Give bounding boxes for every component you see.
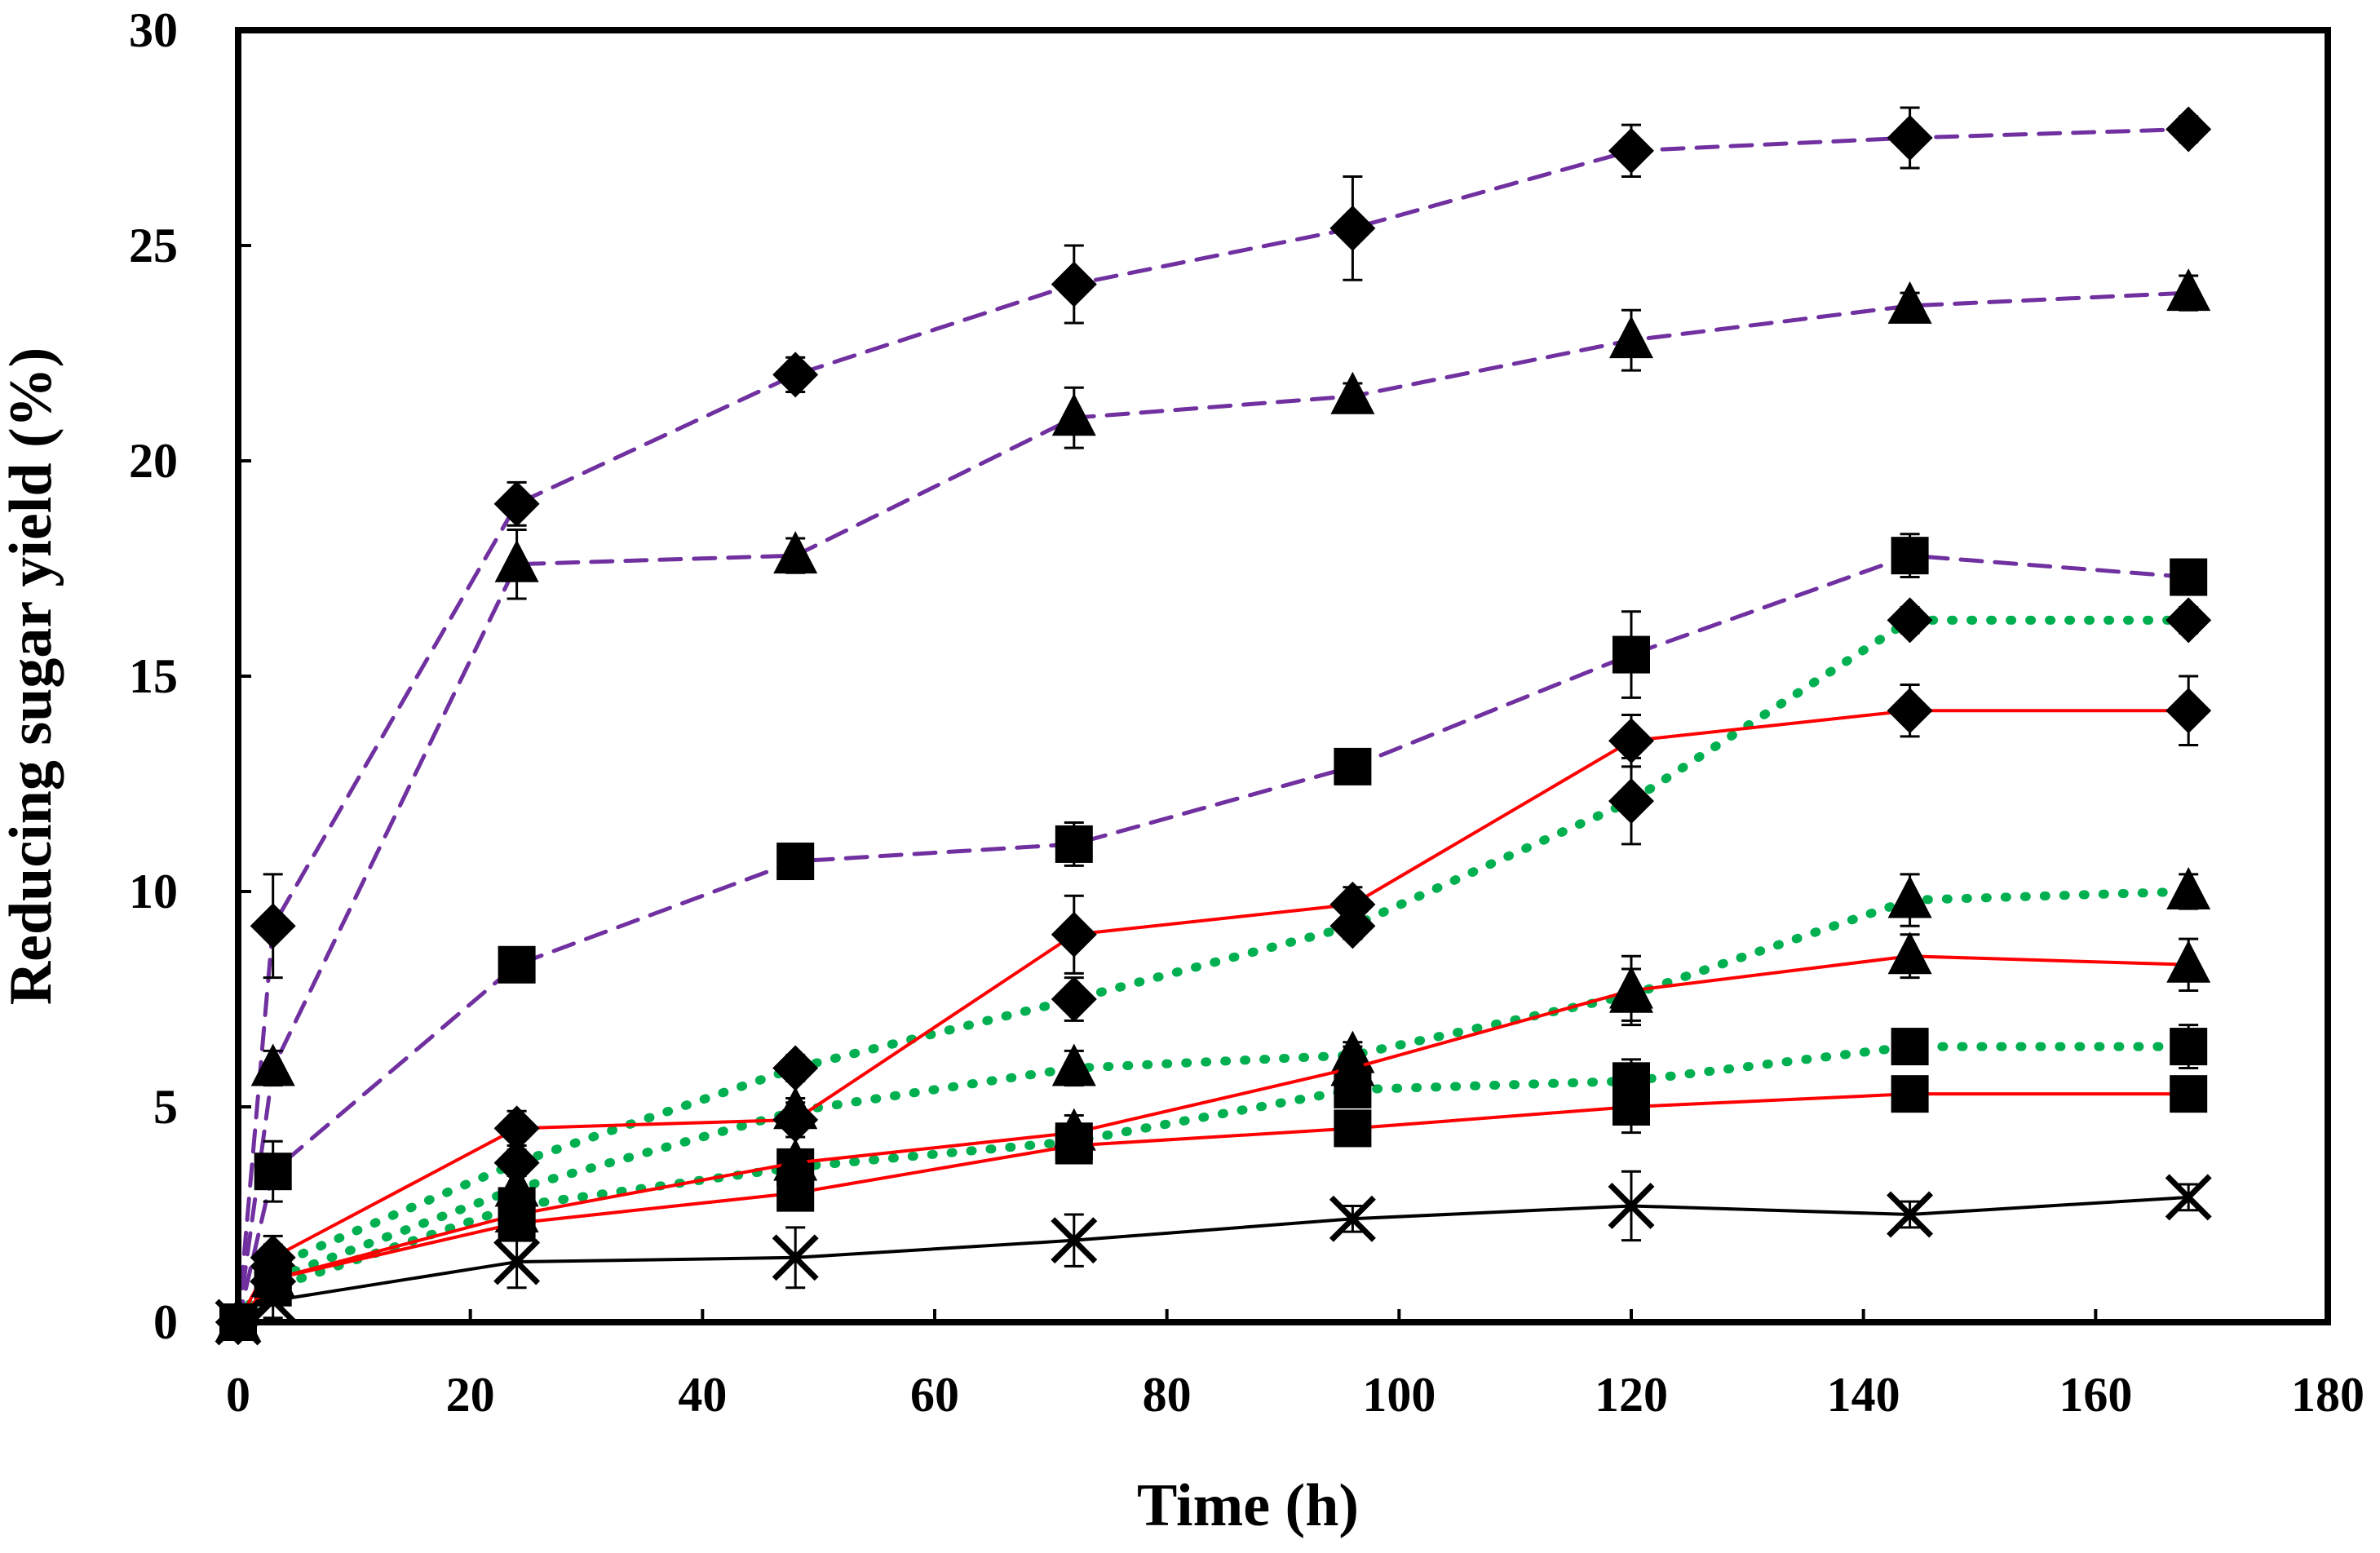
- x-axis-title: Time (h): [1137, 1472, 1359, 1539]
- x-tick-label: 100: [1362, 1368, 1436, 1422]
- x-tick-label: 80: [1143, 1368, 1192, 1422]
- diamond-marker: [1051, 911, 1097, 958]
- triangle-marker: [1887, 875, 1932, 918]
- series-line: [233, 615, 2193, 1327]
- diamond-marker: [772, 1045, 819, 1091]
- x-tick-label: 0: [226, 1368, 250, 1422]
- diamond-marker: [493, 1139, 540, 1186]
- square-marker: [1055, 1126, 1093, 1165]
- diamond-marker: [1329, 205, 1376, 251]
- triangle-marker: [1330, 1043, 1375, 1086]
- diamond-marker: [493, 480, 540, 527]
- triangle-marker: [1051, 393, 1096, 436]
- diamond-marker: [1608, 718, 1654, 764]
- diamond-marker: [1051, 976, 1097, 1022]
- triangle-marker: [1887, 281, 1932, 324]
- cross-marker: [1608, 1182, 1655, 1229]
- triangle-marker: [2166, 940, 2211, 983]
- diamond-marker: [1887, 597, 1933, 644]
- square-marker: [2170, 1028, 2208, 1066]
- square-marker: [776, 1174, 815, 1212]
- square-marker: [1891, 537, 1929, 575]
- x-tick-label: 120: [1595, 1368, 1668, 1422]
- triangle-marker: [1330, 371, 1375, 414]
- triangle-marker: [1051, 1043, 1096, 1086]
- triangle-marker: [773, 531, 818, 574]
- diamond-marker: [1329, 881, 1376, 927]
- diamond-marker: [772, 1096, 819, 1143]
- diamond-marker: [1608, 127, 1654, 174]
- cross-marker: [250, 1277, 297, 1325]
- triangle-marker: [1609, 316, 1653, 359]
- y-tick-label: 25: [129, 219, 178, 272]
- cross-marker: [1887, 1191, 1934, 1238]
- y-tick-label: 10: [129, 865, 178, 918]
- cross-marker: [2165, 1174, 2212, 1221]
- diamond-marker: [1051, 261, 1097, 308]
- x-tick-label: 40: [678, 1368, 727, 1422]
- series-black-cross: [215, 1170, 2212, 1346]
- y-axis-title: Reducing sugar yield (%): [0, 347, 64, 1006]
- triangle-marker: [494, 539, 539, 582]
- square-marker: [498, 945, 536, 984]
- diamond-marker: [493, 1105, 540, 1152]
- x-tick-label: 60: [910, 1368, 959, 1422]
- cross-marker: [493, 1238, 541, 1285]
- square-marker: [1055, 825, 1093, 863]
- diamond-marker: [1608, 778, 1654, 825]
- triangle-marker: [2166, 867, 2211, 909]
- square-marker: [1334, 1109, 1372, 1148]
- cross-marker: [1051, 1217, 1098, 1264]
- diamond-marker: [2165, 688, 2212, 734]
- x-tick-label: 180: [2291, 1368, 2365, 1422]
- square-marker: [1891, 1028, 1929, 1066]
- diamond-marker: [2165, 597, 2212, 644]
- diamond-marker: [2165, 106, 2212, 153]
- y-tick-label: 5: [153, 1080, 178, 1134]
- diamond-marker: [772, 352, 819, 398]
- axis-layer: 0 5 10 15 20 25 30 0 20 40 60 80 100 120 140 160 180: [129, 3, 2365, 1422]
- triangle-marker: [1887, 931, 1932, 975]
- square-marker: [254, 1153, 292, 1191]
- y-tick-label: 0: [153, 1295, 178, 1349]
- square-marker: [2170, 1075, 2208, 1113]
- square-marker: [1891, 1075, 1929, 1113]
- x-tick-label: 160: [2059, 1368, 2132, 1422]
- triangle-marker: [773, 1138, 818, 1181]
- square-marker: [776, 843, 815, 881]
- series-layer: [215, 106, 2212, 1346]
- x-tick-label: 140: [1827, 1368, 1900, 1422]
- triangle-marker: [2166, 268, 2211, 312]
- x-tick-label: 20: [446, 1368, 495, 1422]
- cross-marker: [772, 1234, 819, 1281]
- square-marker: [1612, 1088, 1650, 1126]
- cross-marker: [1329, 1195, 1376, 1242]
- square-marker: [1612, 635, 1650, 674]
- triangle-marker: [250, 1043, 295, 1086]
- y-tick-label: 30: [129, 3, 178, 57]
- y-tick-label: 20: [129, 434, 178, 488]
- series-red-square: [219, 1075, 2208, 1341]
- diamond-marker: [250, 903, 296, 949]
- y-tick-label: 15: [129, 649, 178, 703]
- square-marker: [1334, 747, 1372, 785]
- diamond-marker: [1887, 688, 1933, 734]
- triangle-marker: [1609, 966, 1653, 1009]
- diamond-marker: [1887, 115, 1933, 161]
- square-marker: [2170, 558, 2208, 596]
